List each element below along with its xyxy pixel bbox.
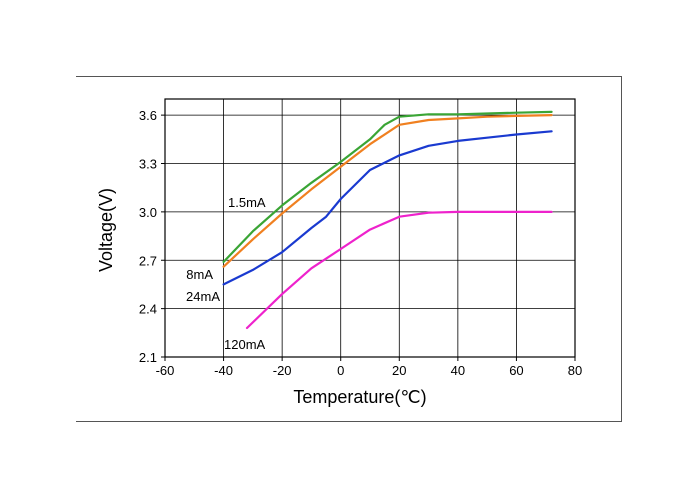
x-tick-label: 80 bbox=[568, 363, 582, 378]
x-axis-ticks: -60 -40 -20 0 20 40 60 80 bbox=[156, 357, 582, 378]
plot-area bbox=[164, 98, 576, 358]
y-tick-label: 2.7 bbox=[139, 253, 157, 268]
series-label-8mA: 8mA bbox=[186, 267, 213, 282]
x-tick-label: 60 bbox=[509, 363, 523, 378]
y-tick-label: 3.0 bbox=[139, 205, 157, 220]
series-lines bbox=[222, 110, 553, 330]
series-labels: 1.5mA 8mA 24mA 120mA bbox=[186, 195, 266, 352]
x-tick-label: 0 bbox=[337, 363, 344, 378]
series-label-24mA: 24mA bbox=[186, 289, 220, 304]
x-tick-label: 20 bbox=[392, 363, 406, 378]
series-label-120mA: 120mA bbox=[224, 337, 266, 352]
series-label-1.5mA: 1.5mA bbox=[228, 195, 266, 210]
series-line-1.5mA bbox=[222, 110, 553, 263]
y-axis-title: Voltage(V) bbox=[96, 188, 116, 272]
figure-frame bbox=[76, 76, 622, 422]
x-tick-label: 40 bbox=[451, 363, 465, 378]
series-line-8mA bbox=[222, 113, 553, 268]
y-tick-label: 3.6 bbox=[139, 108, 157, 123]
y-tick-label: 3.3 bbox=[139, 157, 157, 172]
x-tick-label: -20 bbox=[273, 363, 292, 378]
y-axis-ticks: 2.1 2.4 2.7 3.0 3.3 3.6 bbox=[139, 108, 165, 365]
x-tick-label: -40 bbox=[214, 363, 233, 378]
x-axis-title: Temperature(℃) bbox=[293, 387, 426, 407]
y-tick-label: 2.4 bbox=[139, 302, 157, 317]
y-tick-label: 2.1 bbox=[139, 350, 157, 365]
series-line-120mA bbox=[245, 210, 553, 330]
x-tick-label: -60 bbox=[156, 363, 175, 378]
series-line-24mA bbox=[222, 130, 553, 286]
